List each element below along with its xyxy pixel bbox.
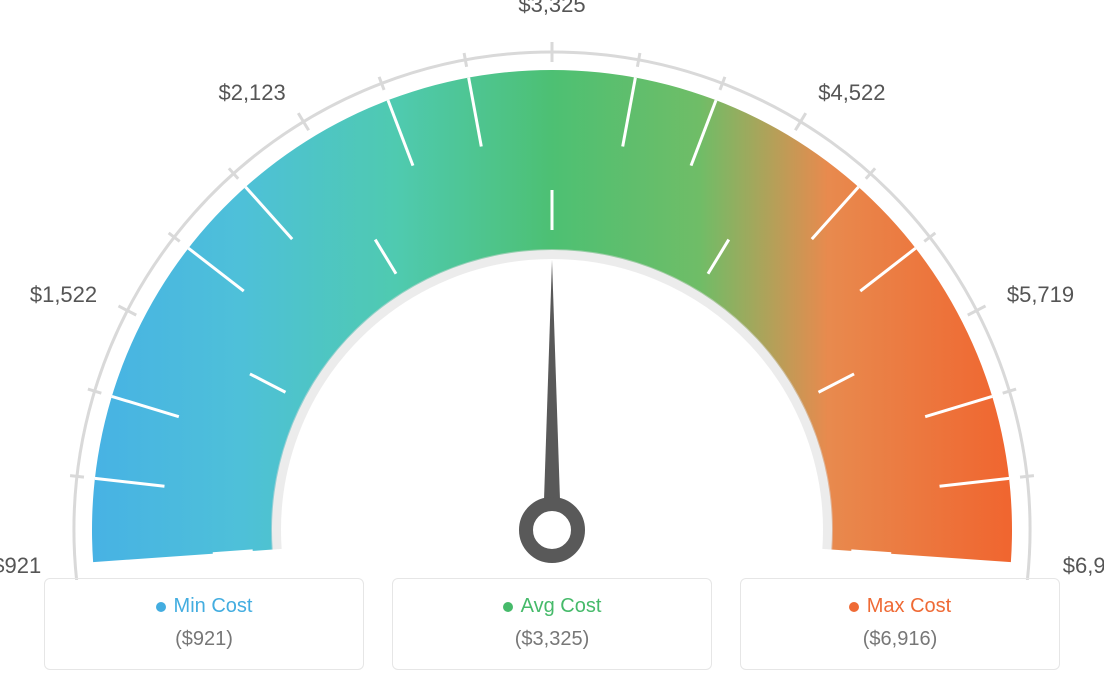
gauge-tick-label: $1,522 <box>30 282 97 308</box>
legend-card-max: Max Cost ($6,916) <box>740 578 1060 670</box>
gauge-chart: $921$1,522$2,123$3,325$4,522$5,719$6,916 <box>0 0 1104 560</box>
legend-title-avg: Avg Cost <box>413 595 691 618</box>
legend-value: ($6,916) <box>761 628 1039 651</box>
legend-title-max: Max Cost <box>761 595 1039 618</box>
legend-card-min: Min Cost ($921) <box>44 578 364 670</box>
gauge-tick-label: $2,123 <box>218 80 285 106</box>
dot-icon <box>156 602 166 612</box>
legend-label: Min Cost <box>174 595 253 618</box>
dot-icon <box>849 602 859 612</box>
legend-label: Avg Cost <box>521 595 602 618</box>
gauge-tick-label: $4,522 <box>818 80 885 106</box>
legend-label: Max Cost <box>867 595 951 618</box>
legend-title-min: Min Cost <box>65 595 343 618</box>
gauge-tick-label: $6,916 <box>1063 553 1104 579</box>
gauge-tick-label: $3,325 <box>518 0 585 18</box>
legend-card-avg: Avg Cost ($3,325) <box>392 578 712 670</box>
dot-icon <box>503 602 513 612</box>
gauge-tick-label: $5,719 <box>1007 282 1074 308</box>
legend-row: Min Cost ($921) Avg Cost ($3,325) Max Co… <box>0 578 1104 670</box>
legend-value: ($3,325) <box>413 628 691 651</box>
gauge-svg <box>0 20 1104 580</box>
gauge-tick-label: $921 <box>0 553 41 579</box>
legend-value: ($921) <box>65 628 343 651</box>
